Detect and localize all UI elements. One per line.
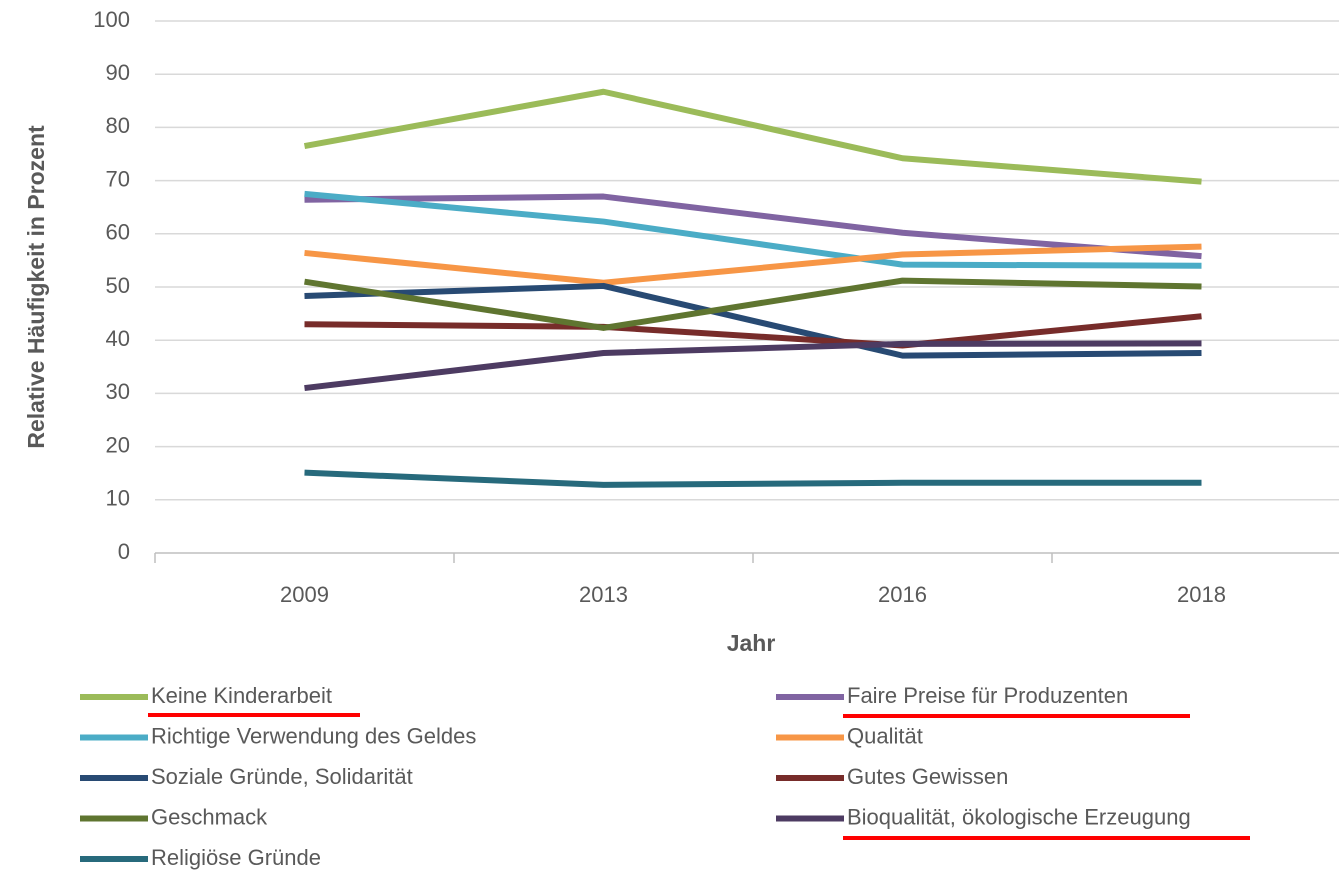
legend-label: Religiöse Gründe [151, 845, 321, 870]
legend-label: Keine Kinderarbeit [151, 683, 332, 708]
y-axis-title: Relative Häufigkeit in Prozent [23, 125, 49, 449]
y-tick-label: 40 [106, 326, 130, 351]
legend-label: Soziale Gründe, Solidarität [151, 764, 413, 789]
y-tick-label: 70 [106, 166, 130, 191]
series-line [304, 282, 1202, 359]
legend-label: Faire Preise für Produzenten [847, 683, 1128, 708]
y-tick-label: 60 [106, 220, 130, 245]
series-line [304, 190, 1202, 269]
x-tick-label: 2013 [579, 582, 628, 607]
y-tick-label: 30 [106, 379, 130, 404]
series-line [304, 193, 1202, 260]
legend-label: Qualität [847, 723, 923, 748]
y-tick-label: 0 [118, 539, 130, 564]
legend-label: Bioqualität, ökologische Erzeugung [847, 804, 1191, 829]
x-tick-label: 2018 [1177, 582, 1226, 607]
y-tick-label: 80 [106, 113, 130, 138]
annotations [148, 713, 1250, 840]
x-axis-title: Jahr [727, 630, 776, 656]
series-line [304, 243, 1202, 286]
series-line [304, 313, 1202, 349]
legend-label: Gutes Gewissen [847, 764, 1008, 789]
x-tick-label: 2009 [280, 582, 329, 607]
legend-label: Richtige Verwendung des Geldes [151, 723, 476, 748]
series-line [304, 340, 1202, 392]
series-line [304, 277, 1202, 331]
y-tick-label: 100 [93, 7, 130, 32]
series-line [303, 88, 1202, 185]
series-line [304, 469, 1202, 488]
y-tick-label: 20 [106, 432, 130, 457]
y-tick-label: 90 [106, 60, 130, 85]
x-tick-label: 2016 [878, 582, 927, 607]
y-tick-label: 10 [106, 486, 130, 511]
y-tick-label: 50 [106, 273, 130, 298]
legend-label: Geschmack [151, 804, 268, 829]
